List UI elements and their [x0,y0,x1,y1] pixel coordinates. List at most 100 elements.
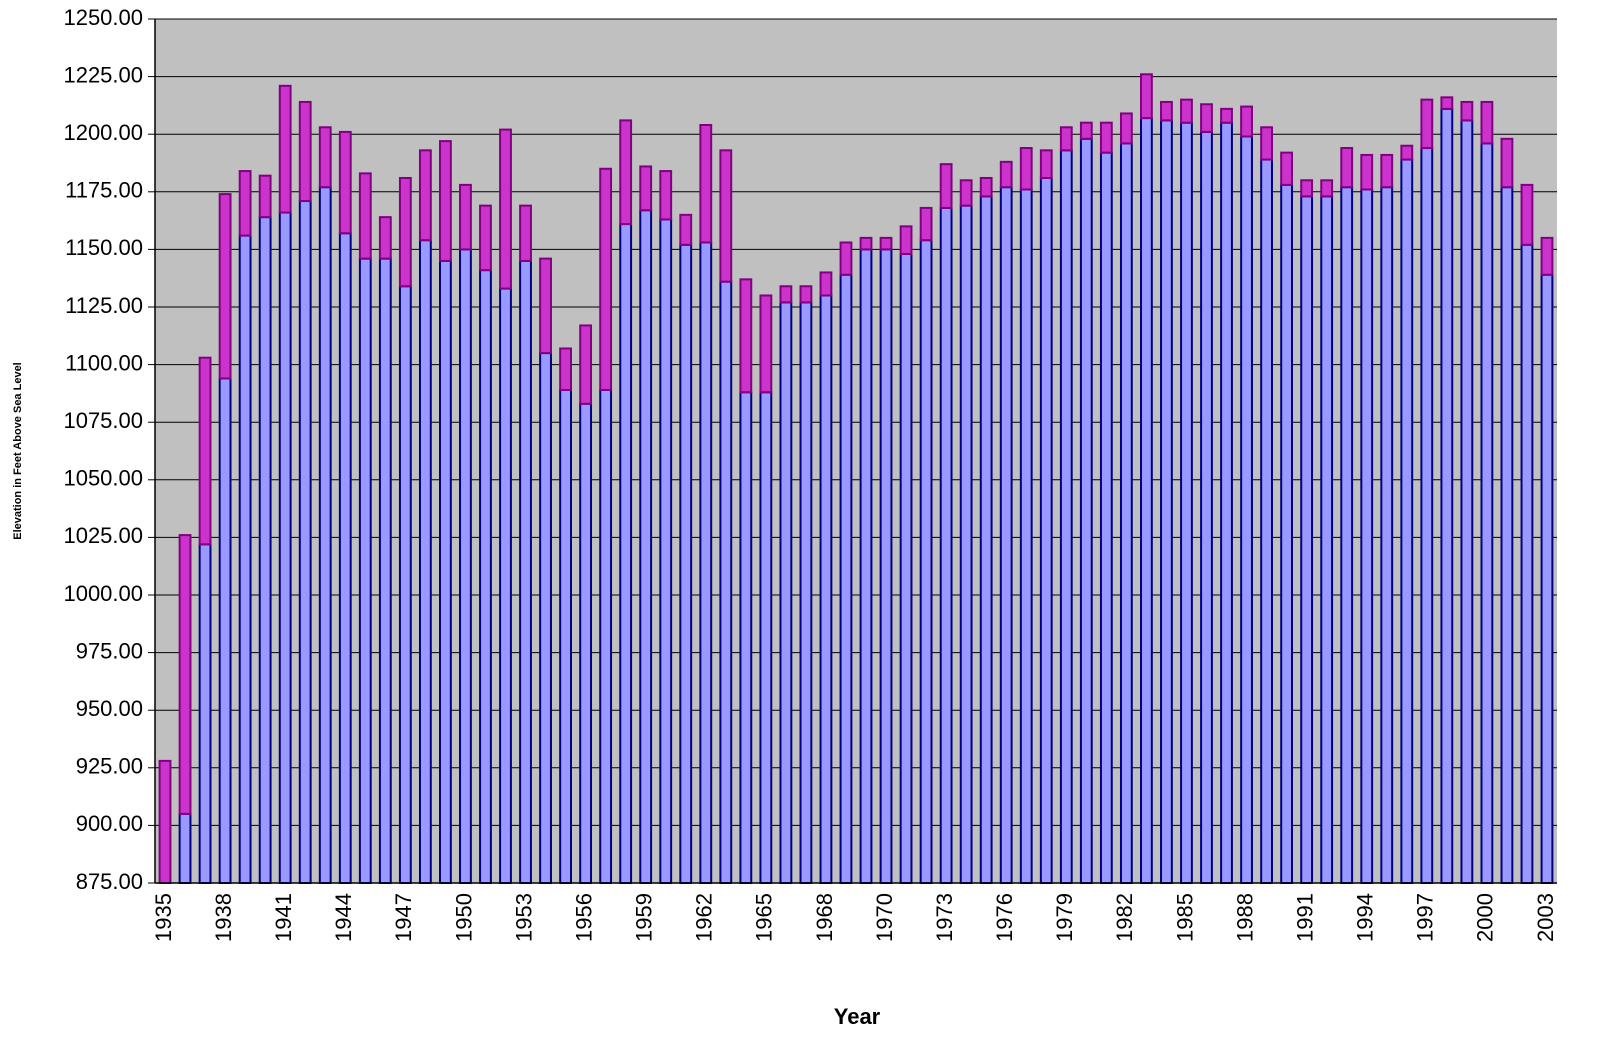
bar-segment [178,534,192,815]
x-tick-label: 1991 [1292,893,1317,942]
bar-segment [1440,107,1454,884]
bar-segment [759,294,773,394]
y-tick-label: 1050.00 [63,466,143,491]
x-tick-label: 1959 [632,893,657,942]
x-tick-label: 1944 [331,893,356,942]
bar-segment [1440,96,1454,110]
bar-segment [799,285,813,304]
bar-segment [1180,121,1193,885]
bar-segment [1340,186,1354,884]
y-tick-label: 1250.00 [63,5,143,30]
bar-segment [358,257,372,884]
bar-segment [459,183,472,251]
bar-segment [859,236,873,251]
bar-segment [1039,176,1053,884]
bar-segment [1380,186,1394,884]
x-tick-label: 1947 [391,893,416,942]
bar-segment [579,402,593,884]
bar-segment [1500,186,1514,884]
y-tick-label: 1200.00 [63,120,143,145]
bar-segment [318,126,332,189]
bar-segment [699,123,713,244]
bar-segment [218,377,232,884]
bar-segment [519,259,532,885]
y-tick-label: 975.00 [76,638,143,663]
bar-segment [1019,147,1033,191]
bar-segment [1220,107,1233,124]
bar-segment [1119,112,1133,145]
bar-segment [378,216,392,260]
y-tick-label: 950.00 [76,696,143,721]
bar-segment [398,285,412,885]
x-tick-label: 2000 [1473,893,1498,942]
bar-segment [1160,119,1173,885]
x-tick-label: 1935 [151,893,176,942]
bar-segment [1420,147,1434,885]
bar-segment [659,218,673,884]
bar-segment [959,204,973,884]
bar-segment [479,204,492,272]
bar-segment [298,200,312,885]
bar-segment [539,257,552,355]
x-tick-label: 1994 [1353,893,1378,942]
y-tick-label: 1125.00 [65,293,143,318]
bar-segment [1300,195,1314,884]
x-axis-title: Year [834,1004,881,1029]
bar-segment [378,257,392,884]
bar-segment [739,391,753,884]
bar-segment [418,149,432,242]
bar-segment [1460,100,1474,122]
bar-segment [1039,149,1053,179]
x-tick-label: 1979 [1052,893,1077,942]
bar-segment [1160,100,1173,122]
y-tick-label: 1150.00 [65,235,143,260]
bar-segment [499,287,512,884]
bar-segment [1200,103,1213,133]
bar-segment [1500,137,1514,189]
bar-segment [278,211,292,884]
bar-segment [499,128,512,290]
bar-segment [919,206,933,242]
bar-segment [1320,179,1334,198]
bar-segment [358,172,372,260]
bar-segment [959,179,973,207]
bar-segment [1300,179,1314,198]
bar-segment [1320,195,1334,884]
bar-segment [779,301,793,884]
bar-segment [699,241,713,885]
bar-segment [719,149,733,283]
bar-segment [679,213,693,246]
y-axis-title: Elevation in Feet Above Sea Level [12,362,24,540]
bar-segment [479,269,492,884]
bar-segment [1280,151,1294,186]
x-tick-label: 2003 [1533,893,1558,942]
bar-segment [439,259,452,885]
bar-segment [1460,119,1474,885]
bar-segment [258,216,272,885]
bar-segment [879,248,893,884]
bar-segment [899,253,913,884]
bar-segment [899,225,913,256]
bar-segment [639,165,653,212]
y-tick-label: 1175.00 [65,178,143,203]
bar-segment [999,160,1013,189]
bar-segment [739,278,753,394]
bar-segment [859,248,873,884]
bar-segment [719,280,733,884]
bar-segment [338,232,352,885]
y-tick-label: 900.00 [76,811,143,836]
bar-segment [1280,183,1294,884]
y-tick-label: 1225.00 [63,62,143,87]
bar-segment [338,130,352,235]
bar-segment [819,271,833,297]
bar-segment [619,119,633,226]
bar-segment [1540,273,1554,884]
bar-segment [1079,137,1093,885]
x-tick-label: 1950 [451,893,476,942]
bar-segment [1340,147,1354,189]
bar-segment [779,285,793,304]
bar-segment [258,174,272,219]
bar-segment [1140,73,1153,120]
bar-segment [1099,121,1113,154]
x-tick-label: 1953 [511,893,536,942]
